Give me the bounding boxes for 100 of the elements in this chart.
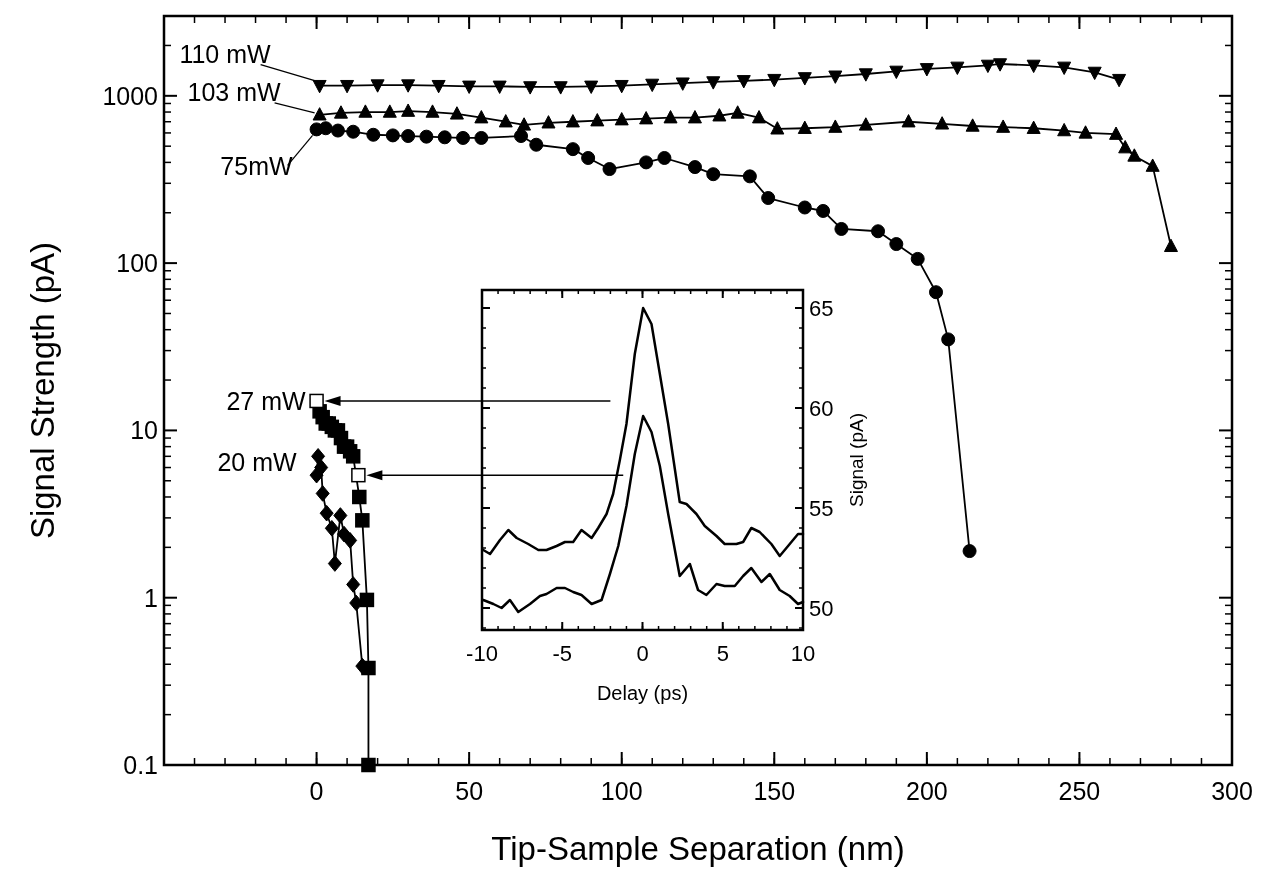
- y2-tick-label: 50: [809, 595, 834, 621]
- point: [553, 81, 568, 95]
- point: [761, 191, 776, 206]
- point: [1127, 148, 1142, 162]
- point: [346, 124, 361, 139]
- x-tick-label: 300: [1211, 777, 1253, 805]
- point: [333, 105, 348, 119]
- point: [315, 485, 330, 502]
- point: [929, 285, 944, 300]
- point: [565, 142, 580, 157]
- point: [309, 393, 324, 409]
- point: [474, 110, 489, 124]
- point: [687, 110, 702, 124]
- point: [311, 448, 326, 465]
- point: [312, 79, 327, 94]
- point: [980, 59, 995, 74]
- point: [828, 70, 843, 84]
- point: [401, 79, 416, 93]
- point: [401, 129, 416, 144]
- point: [345, 449, 361, 464]
- point: [828, 119, 843, 133]
- point: [816, 203, 831, 218]
- point: [797, 200, 812, 215]
- point: [742, 169, 757, 184]
- point: [333, 507, 348, 524]
- point: [419, 129, 434, 144]
- point: [327, 555, 342, 572]
- point: [919, 63, 934, 77]
- x-axis-title: Delay (ps): [596, 682, 689, 704]
- point: [590, 113, 605, 127]
- point: [355, 513, 370, 528]
- point: [1118, 140, 1133, 154]
- point: [687, 160, 702, 175]
- point: [314, 459, 329, 476]
- point: [385, 128, 400, 143]
- point: [318, 121, 333, 136]
- x-tick-label: -10: [466, 640, 498, 666]
- point: [346, 576, 361, 593]
- point: [330, 123, 345, 138]
- point: [382, 104, 397, 118]
- point: [657, 150, 672, 165]
- point: [910, 251, 925, 266]
- legend-label: 110 mW: [179, 39, 272, 68]
- point: [431, 79, 446, 94]
- point: [352, 489, 367, 505]
- point: [498, 114, 513, 128]
- point: [425, 104, 440, 118]
- y-tick-label: 1: [144, 583, 158, 612]
- point: [492, 80, 507, 94]
- point: [675, 77, 690, 91]
- y2-axis-title: Signal (pA): [846, 413, 867, 507]
- point: [996, 119, 1011, 133]
- point: [437, 130, 452, 145]
- x-tick-label: 250: [1058, 777, 1101, 805]
- point: [645, 78, 660, 93]
- point: [529, 137, 544, 152]
- point: [993, 58, 1008, 72]
- point: [565, 114, 580, 128]
- y2-tick-label: 60: [809, 395, 834, 421]
- point: [639, 111, 654, 125]
- legend-label: 103 mW: [187, 77, 282, 106]
- series-label: 27 mW: [226, 387, 307, 416]
- point: [834, 221, 849, 236]
- point: [351, 467, 366, 483]
- point: [889, 237, 904, 252]
- point: [858, 117, 873, 131]
- x-tick-label: 10: [790, 640, 816, 666]
- point: [1057, 61, 1072, 75]
- point: [456, 130, 471, 145]
- point: [706, 76, 721, 90]
- y-tick-label: 10: [130, 416, 158, 445]
- point: [614, 79, 629, 94]
- point: [366, 127, 381, 142]
- point: [517, 117, 532, 131]
- x-tick-label: 0: [636, 640, 649, 666]
- point: [770, 121, 785, 135]
- x-tick-label: 50: [455, 777, 484, 805]
- point: [1087, 66, 1102, 81]
- point: [950, 61, 965, 75]
- point: [871, 224, 886, 239]
- point: [965, 118, 980, 132]
- point: [514, 129, 529, 144]
- point: [1145, 158, 1160, 172]
- x-tick-label: 150: [753, 777, 796, 805]
- point: [889, 65, 904, 80]
- x-tick-label: 5: [716, 640, 729, 666]
- point: [1078, 125, 1093, 139]
- point: [752, 110, 767, 124]
- y-axis-title: Signal Strength (pA): [24, 241, 61, 540]
- x-tick-label: 0: [309, 777, 324, 805]
- point: [319, 504, 334, 522]
- point: [312, 107, 327, 121]
- y-tick-label: 1000: [102, 81, 158, 110]
- point: [941, 332, 956, 347]
- point: [614, 112, 629, 126]
- point: [523, 81, 538, 95]
- point: [1026, 59, 1041, 74]
- point: [1163, 238, 1178, 253]
- point: [712, 108, 727, 122]
- point: [343, 532, 358, 549]
